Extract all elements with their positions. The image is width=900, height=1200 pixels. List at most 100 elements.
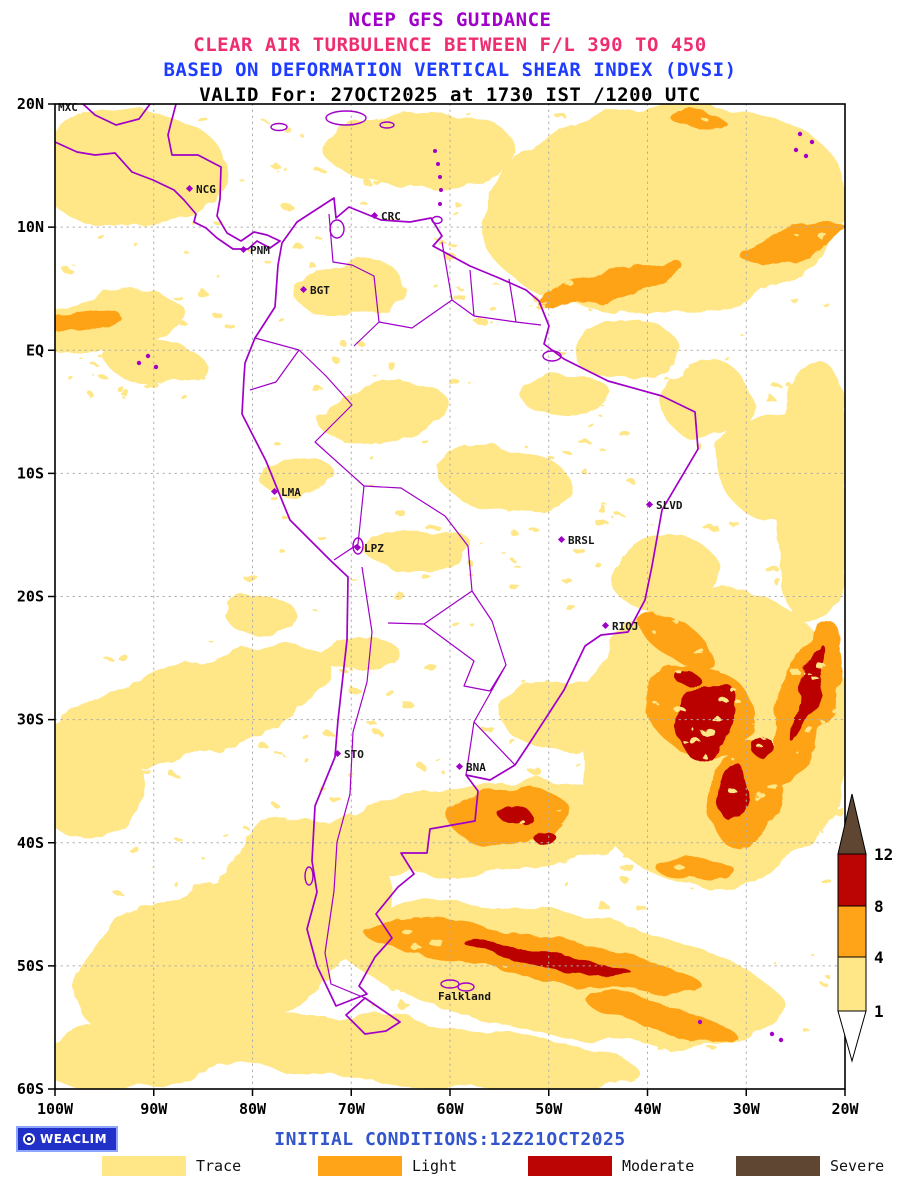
turbulence-speckle	[159, 361, 166, 365]
turbulence-speckle	[611, 650, 618, 654]
turbulence-area-moderate	[534, 831, 556, 845]
turbulence-speckle	[776, 477, 785, 484]
turbulence-speckle	[114, 892, 124, 897]
turbulence-speckle	[615, 1071, 623, 1076]
central-america-caribbean-coast	[167, 104, 281, 242]
turbulence-speckle	[676, 845, 682, 849]
turbulence-speckle	[457, 287, 464, 290]
turbulence-speckle	[200, 376, 206, 380]
turbulence-speckle	[86, 984, 94, 989]
turbulence-speckle	[772, 384, 783, 390]
turbulence-speckle	[428, 939, 444, 946]
turbulence-speckle	[599, 839, 603, 842]
turbulence-speckle	[566, 605, 577, 612]
turbulence-speckle	[127, 349, 136, 355]
turbulence-speckle	[665, 333, 668, 336]
colorbar-tick-label: 8	[874, 897, 884, 916]
turbulence-speckle	[587, 712, 604, 719]
turbulence-speckle	[610, 220, 614, 223]
turbulence-speckle	[697, 445, 704, 450]
turbulence-speckle	[179, 394, 188, 399]
turbulence-speckle	[118, 656, 130, 662]
legend-swatch-severe	[736, 1156, 820, 1176]
turbulence-speckle	[811, 213, 825, 220]
turbulence-speckle	[540, 301, 548, 305]
turbulence-speckle	[587, 423, 595, 428]
turbulence-speckle	[736, 611, 742, 615]
turbulence-speckle	[196, 115, 208, 121]
turbulence-speckle	[575, 549, 586, 556]
legend-swatch-light	[318, 1156, 402, 1176]
turbulence-speckle	[391, 591, 405, 599]
turbulence-speckle	[616, 586, 623, 590]
turbulence-speckle	[410, 943, 421, 950]
turbulence-speckle	[429, 991, 441, 998]
colorbar-tick-label: 1	[874, 1002, 884, 1021]
turbulence-speckle	[542, 681, 552, 686]
title-line-2: CLEAR AIR TURBULENCE BETWEEN F/L 390 TO …	[193, 34, 707, 56]
turbulence-speckle	[593, 519, 608, 525]
turbulence-speckle	[83, 181, 88, 185]
marajo-island	[542, 350, 562, 362]
turbulence-area-light	[675, 114, 725, 130]
turbulence-speckle	[671, 811, 682, 817]
turbulence-area-trace	[610, 534, 720, 614]
turbulence-area-moderate	[676, 669, 700, 689]
place-label-bgt: BGT	[310, 284, 330, 297]
weaclim-logo: WEACLIM	[16, 1126, 119, 1152]
turbulence-speckle	[161, 123, 172, 129]
turbulence-speckle	[711, 716, 721, 722]
place-label-lpz: LPZ	[364, 542, 384, 555]
turbulence-speckle	[825, 789, 830, 793]
turbulence-speckle	[100, 375, 108, 381]
turbulence-speckle	[223, 736, 228, 740]
colorbar-severe-segment	[837, 793, 867, 855]
place-label-rioj: RIOJ	[612, 620, 639, 633]
turbulence-speckle	[602, 775, 608, 778]
turbulence-area-moderate	[720, 766, 750, 822]
turbulence-speckle	[490, 321, 494, 324]
turbulence-speckle	[618, 430, 630, 437]
x-axis-label: 90W	[140, 1100, 168, 1118]
turbulence-speckle	[588, 677, 600, 684]
legend-swatch-moderate	[528, 1156, 612, 1176]
turbulence-speckle	[357, 134, 368, 140]
turbulence-speckle	[139, 769, 153, 776]
turbulence-speckle	[274, 443, 282, 448]
turbulence-speckle	[88, 710, 105, 717]
turbulence-speckle	[702, 755, 709, 759]
turbulence-speckle	[720, 186, 727, 190]
turbulence-speckle	[424, 524, 441, 531]
turbulence-speckle	[122, 352, 128, 355]
turbulence-speckle	[632, 226, 643, 232]
turbulence-area-trace	[73, 882, 347, 1046]
turbulence-speckle	[812, 677, 820, 682]
turbulence-speckle	[388, 217, 394, 220]
turbulence-speckle	[78, 357, 83, 360]
turbulence-speckle	[431, 161, 437, 166]
turbulence-speckle	[580, 937, 586, 941]
turbulence-speckle	[557, 203, 560, 206]
turbulence-speckle	[242, 825, 248, 829]
turbulence-speckle	[70, 262, 75, 265]
turbulence-speckle	[628, 791, 638, 796]
turbulence-speckle	[385, 179, 390, 183]
turbulence-speckle	[742, 428, 758, 435]
turbulence-speckle	[273, 804, 280, 808]
turbulence-speckle	[803, 673, 807, 676]
turbulence-speckle	[489, 307, 498, 312]
country-borders-north	[328, 213, 542, 347]
turbulence-speckle	[437, 240, 446, 245]
turbulence-speckle	[717, 588, 724, 591]
turbulence-speckle	[550, 708, 558, 713]
city-marker	[185, 184, 194, 193]
turbulence-speckle	[748, 273, 760, 279]
turbulence-speckle	[689, 738, 701, 745]
turbulence-speckle	[499, 920, 504, 924]
lake-maracaibo	[329, 219, 345, 239]
turbulence-speckle	[113, 772, 119, 775]
x-axis-label: 60W	[436, 1100, 464, 1118]
turbulence-speckle	[123, 730, 134, 737]
turbulence-speckle	[681, 244, 695, 250]
turbulence-speckle	[808, 674, 813, 677]
